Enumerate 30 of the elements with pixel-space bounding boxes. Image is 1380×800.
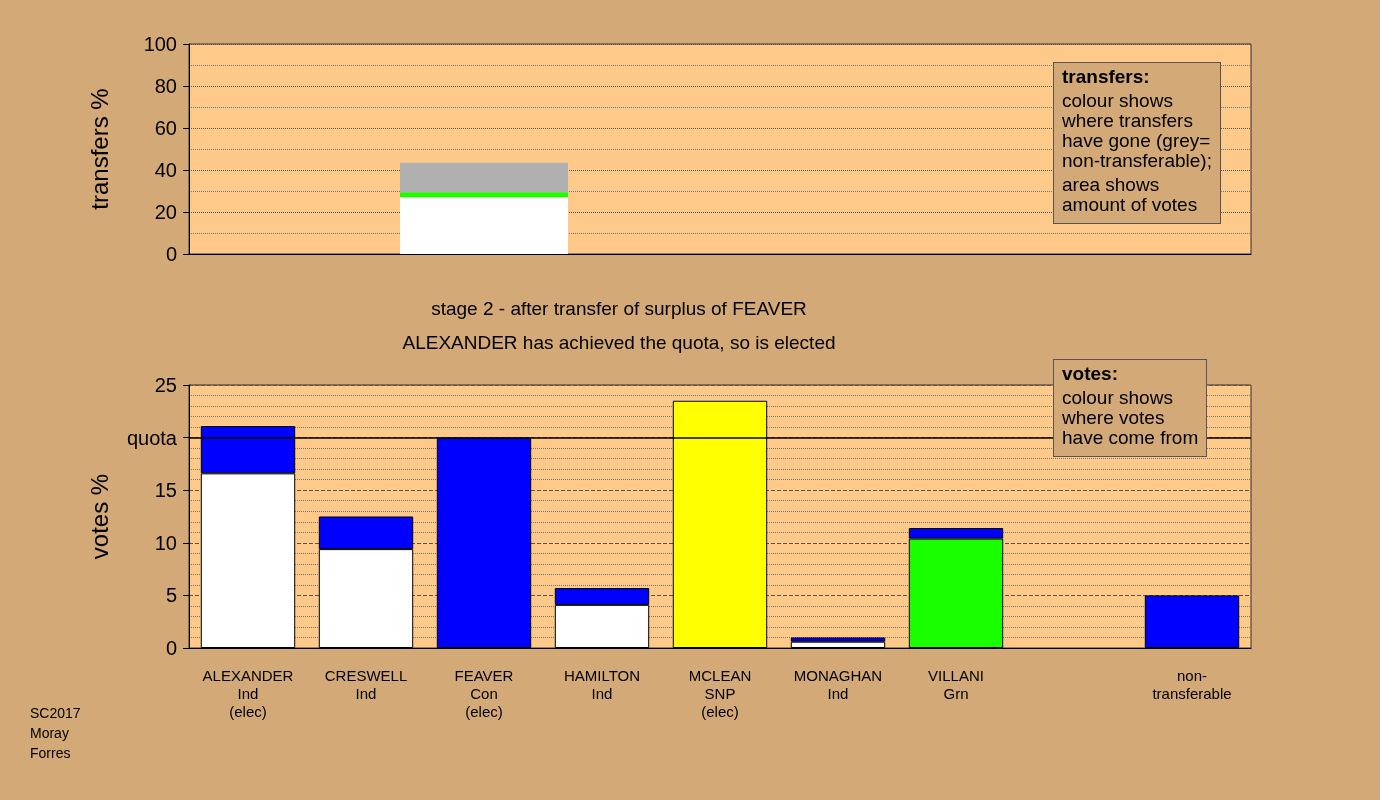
text: SC2017 Moray Forres — [30, 704, 81, 763]
y-tick-label: 0 — [165, 637, 177, 659]
annotation: area shows amount of votes — [1062, 174, 1199, 215]
x-tick-label: MONAGHAN Ind — [793, 666, 883, 702]
x-tick-label: non- transferable — [1152, 666, 1232, 702]
y-tick-label: 20 — [154, 201, 177, 223]
y-axis-title: votes % — [85, 473, 113, 560]
x-tick-label: CRESWELL Ind — [324, 666, 408, 702]
y-tick-label: 40 — [154, 159, 177, 181]
y-axis-title: transfers % — [85, 88, 113, 210]
annotation: transfers: — [1062, 66, 1151, 87]
y-tick-label: 25 — [154, 374, 177, 396]
x-tick-label: ALEXANDER Ind (elec) — [202, 666, 294, 720]
x-tick-label: FEAVER Con (elec) — [454, 666, 514, 720]
y-tick-label: 0 — [165, 243, 177, 265]
y-tick-label: 60 — [154, 117, 177, 139]
x-tick-label: HAMILTON Ind — [563, 666, 641, 702]
y-tick-label: 100 — [143, 33, 177, 55]
annotation: colour shows where votes have come from — [1062, 387, 1199, 448]
x-tick-label: MCLEAN SNP (elec) — [688, 666, 752, 720]
x-tick-label: VILLANI Grn — [928, 666, 984, 702]
text: votes: — [1062, 363, 1119, 384]
y-tick-label: 15 — [154, 479, 177, 502]
chart-title: stage 2 - after transfer of surplus of FEAVER — [431, 298, 807, 319]
y-tick-label: 10 — [154, 531, 177, 554]
chart-subtitle: ALEXANDER has achieved the quota, so is elected — [402, 332, 836, 353]
y-tick-label: 5 — [165, 584, 177, 607]
y-tick-label: 80 — [154, 75, 177, 97]
y-tick-label: quota — [126, 426, 178, 449]
annotation: colour shows where transfers have gone (grey= non-transferable); — [1062, 90, 1212, 171]
